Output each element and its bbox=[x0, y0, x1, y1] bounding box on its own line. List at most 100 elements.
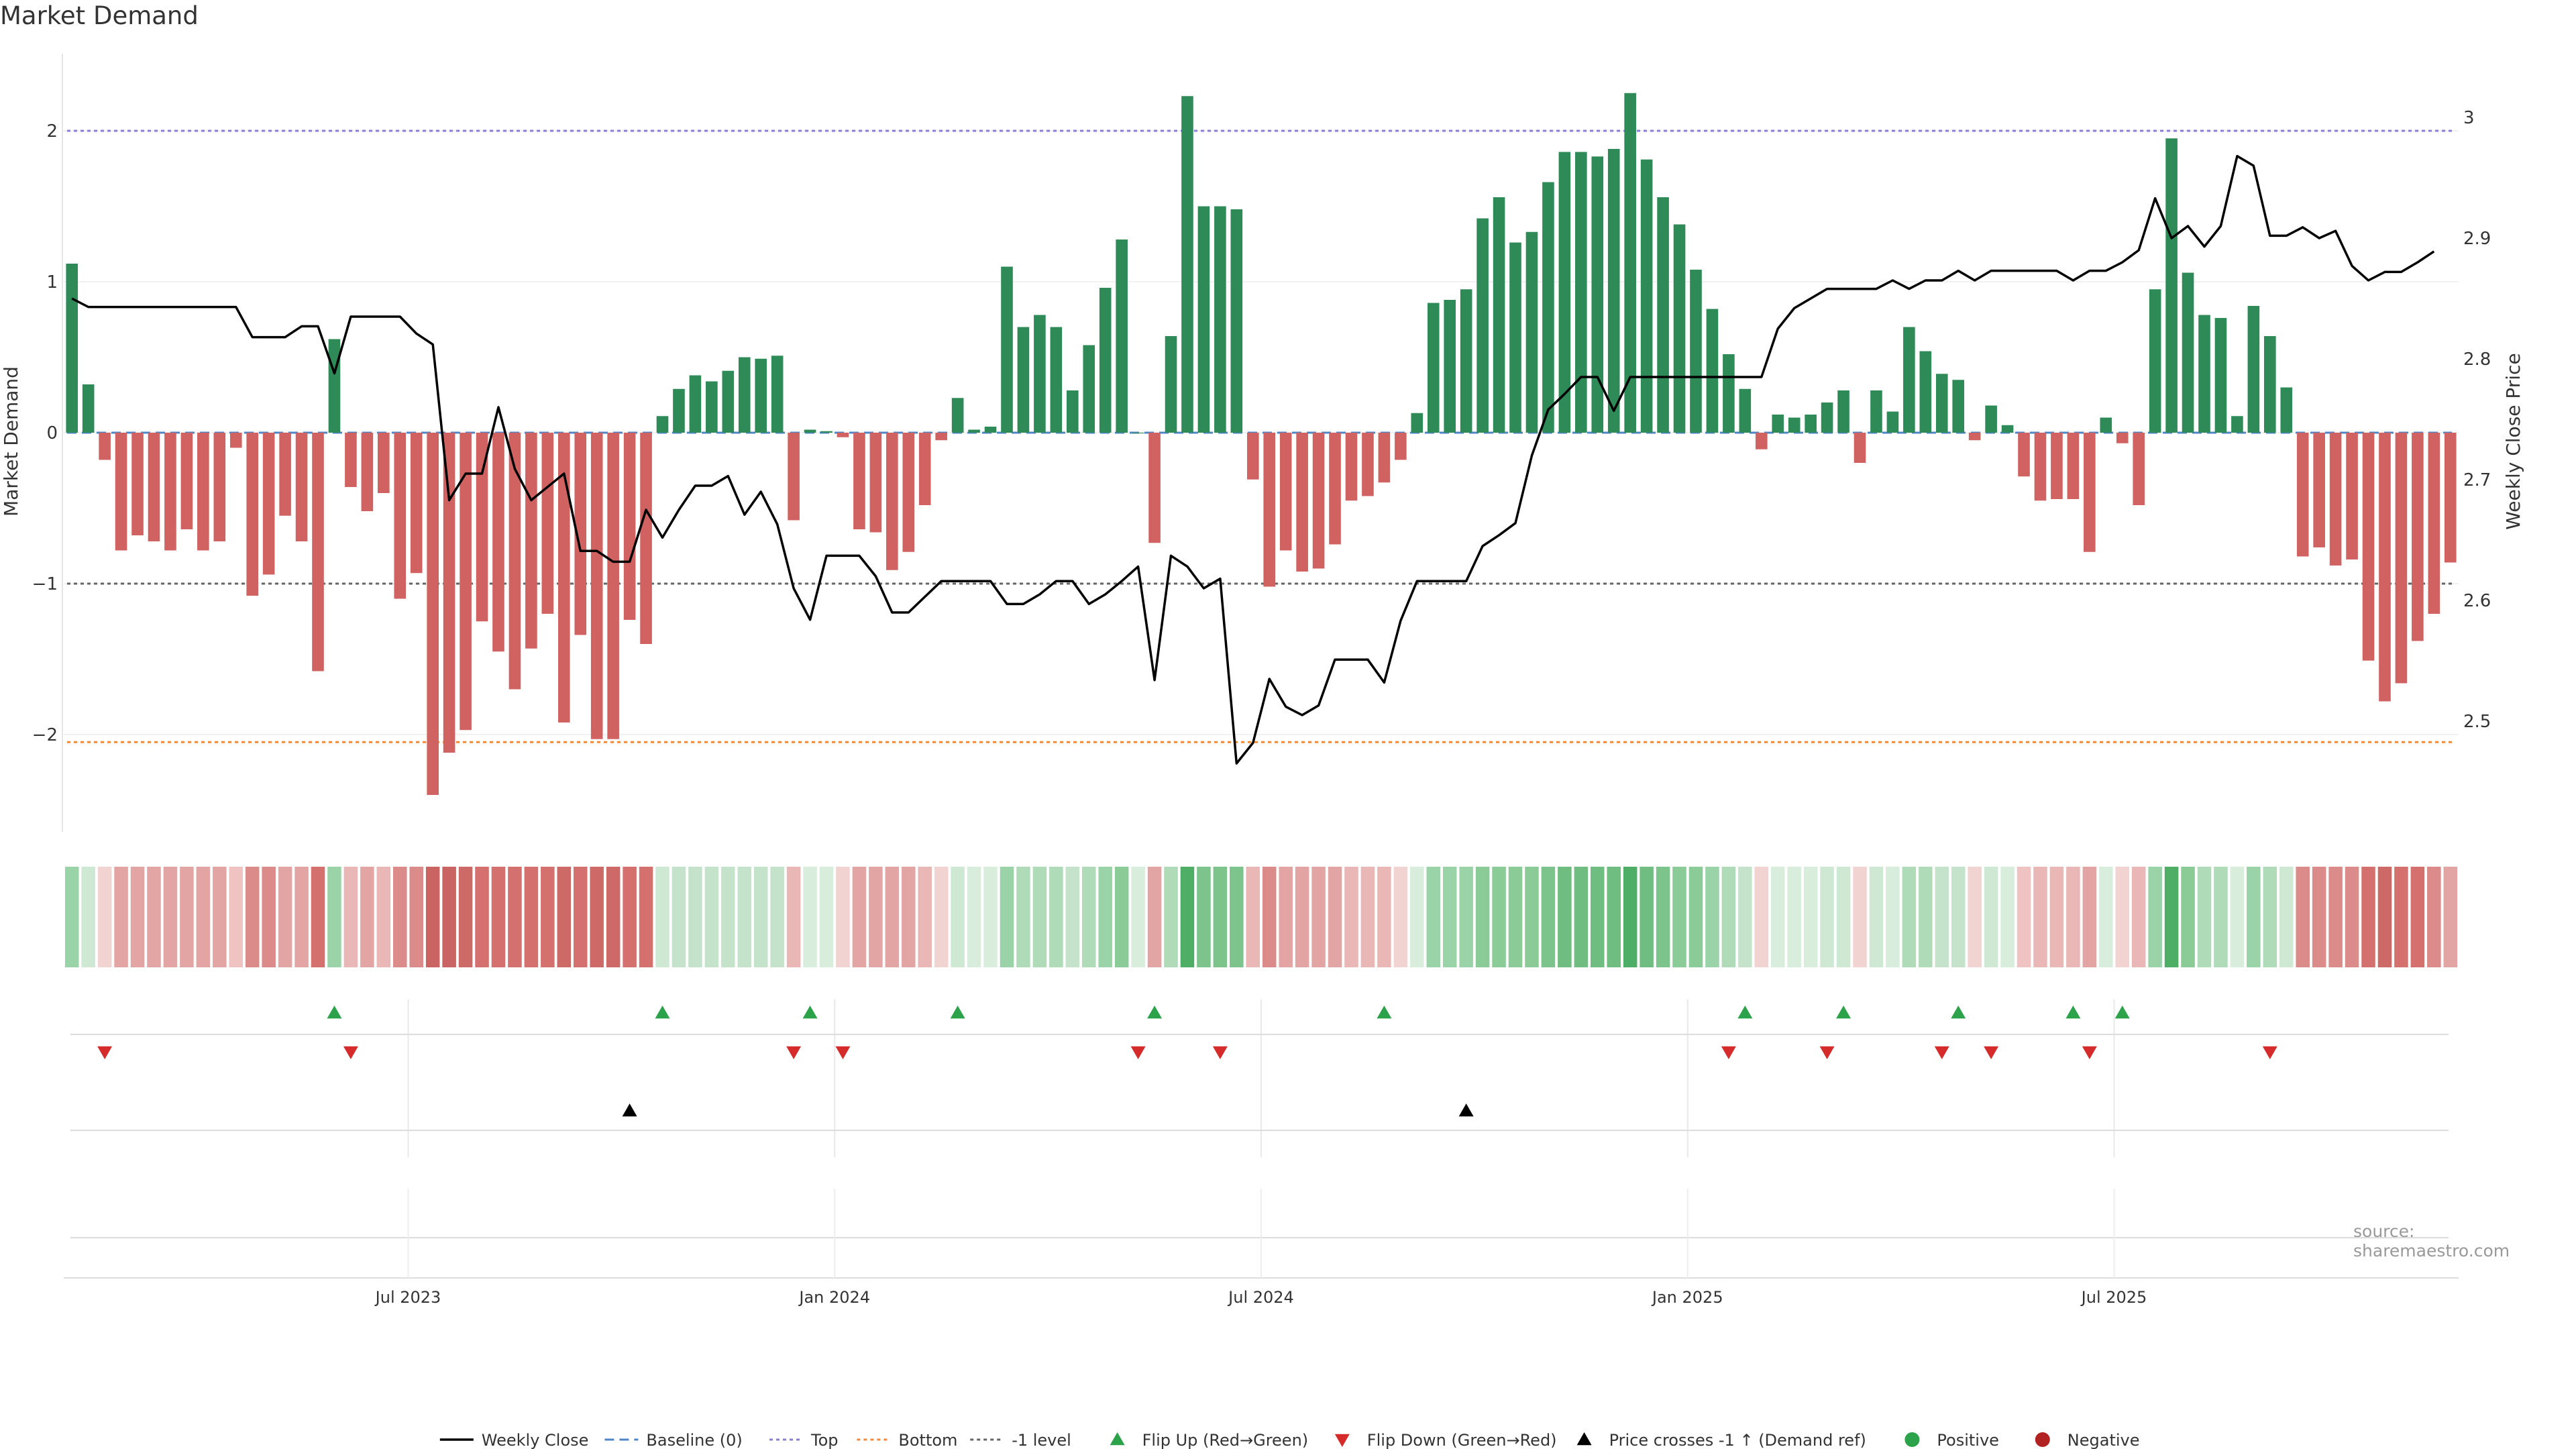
demand-bar bbox=[1919, 351, 1932, 433]
demand-strip-cell bbox=[2443, 867, 2458, 967]
demand-strip-cell bbox=[1525, 867, 1539, 967]
demand-bar bbox=[853, 433, 865, 529]
flip-down-marker bbox=[1819, 1046, 1835, 1059]
legend-label: Flip Up (Red→Green) bbox=[1142, 1431, 1309, 1449]
demand-strip-cell bbox=[967, 867, 981, 967]
demand-strip-cell bbox=[1197, 867, 1211, 967]
demand-strip-cell bbox=[392, 867, 407, 967]
demand-bar bbox=[1263, 433, 1276, 587]
demand-strip-cell bbox=[163, 867, 178, 967]
demand-strip-cell bbox=[2214, 867, 2228, 967]
demand-bar bbox=[1181, 96, 1193, 433]
demand-strip-cell bbox=[1590, 867, 1605, 967]
demand-bar bbox=[1362, 433, 1374, 496]
demand-bar bbox=[1034, 315, 1046, 433]
legend-item: Weekly Close bbox=[439, 1431, 588, 1449]
demand-strip-cell bbox=[639, 867, 653, 967]
y-axis-label-right: Weekly Close Price bbox=[2502, 353, 2524, 529]
demand-bar bbox=[295, 433, 308, 541]
legend-label: Baseline (0) bbox=[646, 1431, 742, 1449]
demand-bar bbox=[1427, 303, 1440, 433]
legend-item: Positive bbox=[1904, 1431, 1999, 1449]
demand-bar bbox=[1935, 374, 1948, 433]
demand-strip-cell bbox=[2148, 867, 2162, 967]
demand-strip-cell bbox=[983, 867, 998, 967]
demand-strip-cell bbox=[590, 867, 604, 967]
demand-strip-cell bbox=[475, 867, 489, 967]
flip-up-marker bbox=[655, 1006, 670, 1019]
demand-strip-cell bbox=[245, 867, 260, 967]
demand-bar bbox=[1690, 270, 1702, 433]
demand-bar bbox=[935, 433, 947, 441]
demand-strip-cell bbox=[2410, 867, 2425, 967]
demand-strip-cell bbox=[1935, 867, 1949, 967]
demand-bar bbox=[525, 433, 537, 649]
demand-strip-cell bbox=[1246, 867, 1260, 967]
demand-strip-cell bbox=[130, 867, 145, 967]
demand-strip-cell bbox=[902, 867, 916, 967]
demand-bar bbox=[1050, 327, 1063, 433]
demand-bar bbox=[1296, 433, 1308, 572]
demand-bar bbox=[131, 433, 144, 535]
flip-down-marker bbox=[835, 1046, 851, 1059]
demand-bar bbox=[1509, 242, 1521, 433]
y-tick-label-left: 1 bbox=[46, 272, 58, 292]
demand-bar bbox=[1066, 390, 1079, 433]
demand-strip-cell bbox=[688, 867, 702, 967]
demand-bar bbox=[1460, 289, 1472, 433]
legend-symbol bbox=[1110, 1432, 1125, 1446]
flip-down-marker bbox=[1212, 1046, 1228, 1059]
demand-bar bbox=[1099, 288, 1112, 433]
demand-strip-cell bbox=[1147, 867, 1162, 967]
demand-bar bbox=[2346, 433, 2358, 559]
demand-strip-cell bbox=[1541, 867, 1556, 967]
demand-bar bbox=[2182, 272, 2194, 433]
y-tick-label-left: −1 bbox=[32, 574, 58, 594]
legend-label: Flip Down (Green→Red) bbox=[1367, 1431, 1557, 1449]
x-tick-label: Jan 2025 bbox=[1651, 1288, 1723, 1307]
demand-bar bbox=[2428, 433, 2440, 614]
demand-strip-cell bbox=[147, 867, 161, 967]
demand-bar bbox=[1378, 433, 1391, 483]
demand-bar bbox=[1493, 197, 1505, 433]
demand-strip-cell bbox=[1951, 867, 1966, 967]
demand-strip-cell bbox=[1574, 867, 1589, 967]
price-cross-marker bbox=[622, 1104, 637, 1117]
demand-strip-cell bbox=[1459, 867, 1473, 967]
demand-strip-cell bbox=[1180, 867, 1195, 967]
demand-bar bbox=[492, 433, 504, 652]
flip-up-marker bbox=[1377, 1006, 1392, 1019]
demand-bar bbox=[2084, 433, 2096, 552]
demand-bar bbox=[673, 388, 685, 433]
demand-bar bbox=[1001, 266, 1013, 433]
demand-bar bbox=[148, 433, 160, 541]
y-tick-label-right: 2.9 bbox=[2463, 229, 2491, 249]
demand-strip-cell bbox=[343, 867, 358, 967]
demand-bar bbox=[1755, 433, 1768, 449]
demand-strip-cell bbox=[1770, 867, 1785, 967]
demand-bar bbox=[476, 433, 488, 622]
demand-bar bbox=[1444, 300, 1456, 433]
demand-bar bbox=[115, 433, 127, 551]
demand-strip-cell bbox=[704, 867, 719, 967]
demand-strip-cell bbox=[1820, 867, 1834, 967]
legend-symbol bbox=[1576, 1432, 1592, 1446]
demand-strip-cell bbox=[1984, 867, 1998, 967]
demand-strip-cell bbox=[360, 867, 374, 967]
legend-label: Bottom bbox=[898, 1431, 957, 1449]
demand-strip-cell bbox=[557, 867, 572, 967]
flip-down-marker bbox=[2082, 1046, 2097, 1059]
legend-item: -1 level bbox=[970, 1431, 1071, 1449]
demand-bar bbox=[2116, 433, 2129, 443]
demand-bar bbox=[706, 381, 718, 433]
demand-bar bbox=[2379, 433, 2391, 702]
x-tick-label: Jul 2025 bbox=[2080, 1288, 2147, 1307]
demand-strip-cell bbox=[1623, 867, 1638, 967]
demand-strip-cell bbox=[1262, 867, 1277, 967]
legend-item: Flip Down (Green→Red) bbox=[1334, 1431, 1557, 1449]
demand-bar bbox=[2280, 387, 2293, 433]
flip-down-marker bbox=[1934, 1046, 1949, 1059]
demand-bar bbox=[1821, 402, 1833, 433]
demand-bar bbox=[1345, 433, 1358, 501]
x-tick-label: Jan 2024 bbox=[798, 1288, 870, 1307]
